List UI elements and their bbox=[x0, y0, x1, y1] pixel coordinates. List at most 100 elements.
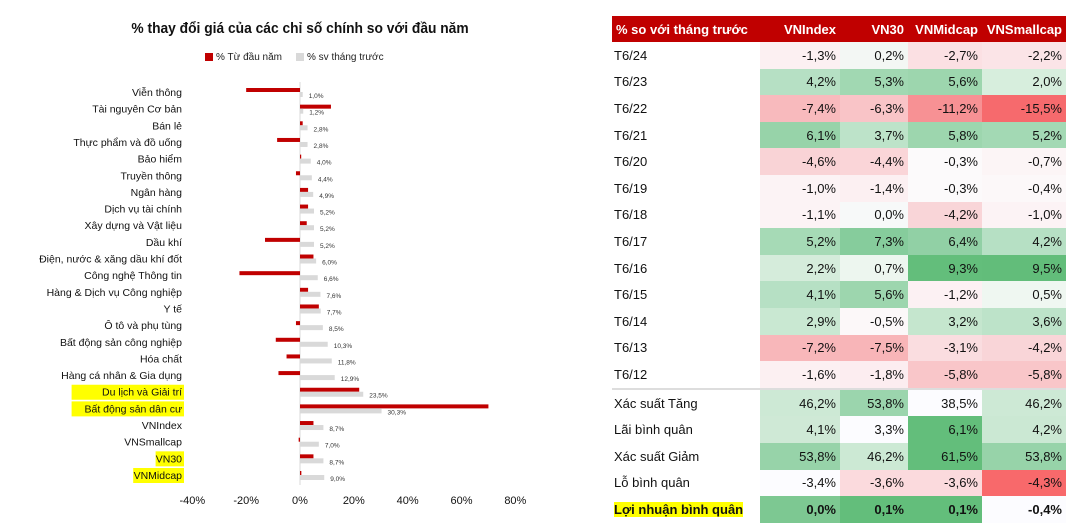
bar-mom bbox=[300, 408, 382, 414]
data-label: 6,0% bbox=[322, 260, 337, 267]
bar-ytd bbox=[298, 437, 300, 442]
bar-ytd bbox=[300, 221, 307, 226]
bar-ytd bbox=[300, 387, 360, 392]
value-cell: 5,3% bbox=[840, 68, 908, 96]
x-tick-label: 20% bbox=[343, 495, 365, 507]
legend-item-mom: % sv tháng trước bbox=[296, 52, 384, 63]
bar-ytd bbox=[300, 421, 314, 426]
value-cell: -1,4% bbox=[840, 174, 908, 202]
table-header-row: % so với tháng trước VNIndex VN30 VNMidc… bbox=[612, 16, 1066, 42]
x-tick-label: -40% bbox=[179, 495, 205, 507]
bar-mom bbox=[300, 108, 304, 114]
row-label: T6/15 bbox=[612, 281, 760, 308]
row-label: T6/13 bbox=[612, 335, 760, 362]
category-label: Viễn thông bbox=[132, 86, 182, 99]
row-label-text: T6/23 bbox=[614, 74, 648, 90]
bar-mom bbox=[300, 125, 308, 131]
row-label-text: T6/24 bbox=[614, 47, 648, 63]
bar-ytd bbox=[300, 471, 302, 475]
value-cell: 9,5% bbox=[982, 254, 1066, 282]
value-cell: -2,2% bbox=[982, 42, 1066, 69]
value-cell: -0,4% bbox=[982, 496, 1066, 523]
bar-mom bbox=[300, 291, 321, 297]
category-label: Xây dựng và Vật liệu bbox=[84, 220, 182, 232]
value-cell: -4,3% bbox=[982, 469, 1066, 497]
value-cell: -1,3% bbox=[760, 42, 840, 69]
data-label: 7,6% bbox=[326, 293, 341, 300]
table-row: T6/14 2,9% -0,5% 3,2% 3,6% bbox=[612, 307, 1066, 335]
value-cell: 0,0% bbox=[840, 201, 908, 229]
data-label: 8,5% bbox=[329, 326, 344, 333]
header-vn30: VN30 bbox=[840, 16, 908, 42]
bar-mom bbox=[300, 241, 314, 247]
value-cell: 5,2% bbox=[982, 121, 1066, 149]
bar-mom bbox=[300, 458, 324, 464]
row-label: T6/23 bbox=[612, 69, 760, 96]
highlight-mark bbox=[71, 384, 184, 400]
data-label: 12,9% bbox=[341, 376, 360, 383]
value-cell: -5,8% bbox=[982, 361, 1066, 389]
row-label-text: T6/20 bbox=[614, 154, 648, 170]
row-label: Xác suất Tăng bbox=[612, 387, 760, 417]
value-cell: 7,3% bbox=[840, 228, 908, 255]
bar-ytd bbox=[300, 154, 302, 159]
category-label: Tài nguyên Cơ bản bbox=[92, 104, 182, 116]
legend-swatch-gray bbox=[296, 53, 304, 61]
category-label: VNIndex bbox=[142, 420, 183, 432]
bar-ytd bbox=[277, 137, 300, 142]
value-cell: -3,1% bbox=[908, 334, 982, 362]
row-label-text: T6/12 bbox=[614, 366, 648, 382]
category-label: Hàng & Dịch vụ Công nghiệp bbox=[47, 287, 183, 299]
highlight-mark bbox=[155, 451, 184, 467]
header-period: % so với tháng trước bbox=[612, 16, 760, 42]
table-row: T6/15 4,1% 5,6% -1,2% 0,5% bbox=[612, 281, 1066, 308]
data-label: 10,3% bbox=[334, 343, 353, 350]
value-cell: 6,1% bbox=[760, 121, 840, 149]
table-row: Xác suất Giảm 53,8% 46,2% 61,5% 53,8% bbox=[612, 442, 1066, 470]
value-cell: 46,2% bbox=[840, 442, 908, 470]
category-label: Truyền thông bbox=[121, 170, 183, 182]
legend-swatch-red bbox=[205, 53, 213, 61]
header-vnindex: VNIndex bbox=[760, 16, 840, 42]
value-cell: -1,1% bbox=[760, 201, 840, 229]
bar-mom bbox=[300, 325, 323, 331]
row-label-text: Xác suất Giảm bbox=[614, 448, 700, 464]
data-label: 5,2% bbox=[320, 210, 335, 217]
value-cell: 9,3% bbox=[908, 254, 982, 282]
value-cell: 5,6% bbox=[908, 68, 982, 96]
row-label: T6/21 bbox=[612, 122, 760, 149]
value-cell: 38,5% bbox=[908, 387, 982, 417]
data-label: 4,9% bbox=[319, 193, 334, 200]
value-cell: -6,3% bbox=[840, 95, 908, 122]
value-cell: 3,6% bbox=[982, 307, 1066, 335]
value-cell: 46,2% bbox=[982, 387, 1066, 417]
row-label: Lãi bình quân bbox=[612, 416, 760, 443]
row-label-text: T6/17 bbox=[614, 233, 648, 249]
bar-mom bbox=[300, 92, 303, 97]
data-label: 5,2% bbox=[320, 243, 335, 250]
row-label: Lỗ bình quân bbox=[612, 470, 760, 497]
data-label: 30,3% bbox=[388, 409, 407, 416]
data-label: 11,8% bbox=[338, 359, 356, 366]
row-label: T6/14 bbox=[612, 308, 760, 335]
data-label: 7,0% bbox=[325, 443, 340, 450]
row-label: T6/24 bbox=[612, 42, 760, 69]
header-vnsmallcap: VNSmallcap bbox=[982, 16, 1066, 42]
header-vnmidcap: VNMidcap bbox=[908, 16, 982, 42]
value-cell: -0,3% bbox=[908, 174, 982, 202]
data-label: 1,2% bbox=[309, 110, 324, 117]
legend-item-ytd: % Từ đầu năm bbox=[205, 52, 282, 63]
bar-ytd bbox=[300, 121, 303, 126]
table-row: Xác suất Tăng 46,2% 53,8% 38,5% 46,2% bbox=[612, 387, 1066, 417]
bar-mom bbox=[300, 341, 328, 347]
bar-ytd bbox=[295, 171, 300, 176]
data-label: 4,0% bbox=[317, 160, 332, 167]
category-label: Bảo hiểm bbox=[138, 154, 183, 166]
value-cell: -3,6% bbox=[908, 469, 982, 497]
value-cell: -11,2% bbox=[908, 95, 982, 122]
row-label-text: Xác suất Tăng bbox=[614, 395, 698, 411]
bar-ytd bbox=[265, 237, 300, 242]
category-label: Công nghệ Thông tin bbox=[84, 270, 182, 282]
value-cell: -2,7% bbox=[908, 42, 982, 69]
bar-ytd bbox=[300, 187, 309, 192]
